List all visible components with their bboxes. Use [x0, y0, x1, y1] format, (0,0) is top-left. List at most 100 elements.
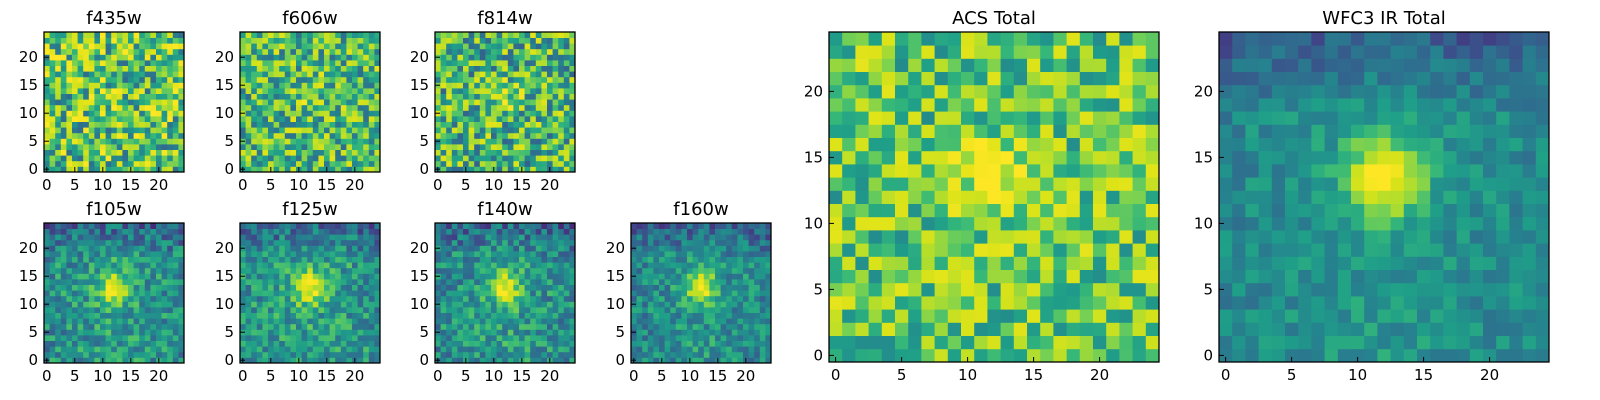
heatmap-cell: [150, 256, 157, 263]
heatmap-cell: [150, 93, 157, 100]
heatmap-cell: [535, 76, 542, 83]
heatmap-cell: [340, 239, 347, 246]
heatmap-cell: [636, 312, 643, 319]
heatmap-cell: [301, 318, 308, 325]
heatmap-cell: [513, 239, 520, 246]
heatmap-cell: [144, 295, 151, 302]
heatmap-cell: [357, 340, 364, 347]
heatmap-cell: [128, 110, 134, 117]
heatmap-cell: [156, 323, 162, 330]
heatmap-cell: [150, 273, 157, 280]
heatmap-cell: [558, 295, 565, 302]
heatmap-cell: [659, 245, 665, 252]
y-tick-label: 15: [410, 267, 429, 285]
heatmap-cell: [284, 323, 291, 330]
heatmap-cell: [558, 149, 565, 156]
heatmap-cell: [519, 121, 525, 128]
heatmap-cell: [111, 166, 118, 173]
heatmap-cell: [842, 137, 856, 152]
heatmap-cell: [60, 99, 67, 106]
heatmap-cell: [144, 93, 151, 100]
heatmap-cell: [66, 144, 73, 150]
heatmap-cell: [468, 234, 475, 241]
heatmap-cell: [1040, 230, 1054, 244]
y-tick-label: 20: [215, 48, 234, 66]
heatmap-cell: [670, 351, 677, 358]
heatmap-cell: [357, 65, 364, 72]
heatmap-cell: [479, 290, 486, 297]
heatmap-cell: [178, 267, 185, 274]
heatmap-cell: [100, 144, 106, 150]
heatmap-cell: [731, 323, 738, 330]
heatmap-cell: [468, 335, 475, 341]
heatmap-cell: [552, 166, 559, 173]
heatmap-cell: [55, 127, 62, 134]
heatmap-cell: [474, 329, 481, 336]
heatmap-cell: [552, 32, 559, 38]
heatmap-cell: [324, 239, 330, 246]
heatmap-cell: [457, 267, 464, 274]
heatmap-cell: [496, 166, 503, 173]
heatmap-cell: [122, 71, 129, 78]
heatmap-cell: [251, 93, 258, 100]
heatmap-cell: [307, 234, 314, 241]
heatmap-cell: [502, 234, 509, 241]
heatmap-cell: [156, 256, 162, 263]
heatmap-cell: [496, 351, 503, 358]
heatmap-cell: [829, 124, 843, 138]
heatmap-cell: [172, 104, 179, 111]
heatmap-cell: [335, 335, 342, 341]
heatmap-cell: [279, 251, 286, 257]
heatmap-cell: [726, 239, 733, 246]
heatmap-cell: [116, 43, 123, 50]
heatmap-cell: [77, 166, 84, 173]
heatmap-cell: [55, 65, 62, 72]
heatmap-cell: [279, 110, 286, 117]
heatmap-cell: [240, 251, 246, 257]
heatmap-cell: [474, 138, 481, 145]
heatmap-cell: [987, 230, 1001, 244]
heatmap-cell: [307, 121, 314, 128]
heatmap-cell: [307, 32, 314, 38]
heatmap-cell: [631, 290, 637, 297]
heatmap-cell: [156, 127, 162, 134]
heatmap-cell: [703, 284, 710, 291]
heatmap-cell: [451, 262, 458, 269]
heatmap-cell: [513, 54, 520, 61]
heatmap-cell: [340, 116, 347, 122]
heatmap-cell: [631, 279, 637, 285]
heatmap-cell: [296, 104, 302, 111]
heatmap-cell: [631, 284, 637, 291]
heatmap-cell: [513, 155, 520, 162]
heatmap-cell: [563, 76, 570, 83]
heatmap-cell: [262, 166, 269, 173]
heatmap-cell: [507, 295, 514, 302]
heatmap-cell: [374, 43, 381, 50]
heatmap-cell: [507, 155, 514, 162]
heatmap-cell: [55, 279, 62, 285]
heatmap-cell: [60, 71, 67, 78]
heatmap-cell: [100, 318, 106, 325]
heatmap-cell: [324, 312, 330, 319]
heatmap-cell: [49, 88, 56, 94]
heatmap-cell: [675, 340, 682, 347]
heatmap-cell: [318, 295, 325, 302]
heatmap-cell: [88, 318, 95, 325]
heatmap-cell: [66, 121, 73, 128]
heatmap-cell: [122, 245, 129, 252]
heatmap-cell: [535, 155, 542, 162]
heatmap-cell: [440, 251, 447, 257]
heatmap-cell: [279, 82, 286, 89]
heatmap-cell: [653, 295, 660, 302]
heatmap-cell: [256, 166, 263, 173]
heatmap-cell: [1145, 269, 1160, 284]
heatmap-cell: [167, 155, 174, 162]
heatmap-cell: [1066, 256, 1081, 270]
heatmap-cell: [474, 290, 481, 297]
heatmap-cell: [150, 116, 157, 122]
heatmap-cell: [479, 346, 486, 353]
heatmap-cell: [156, 223, 162, 229]
heatmap-cell: [829, 322, 843, 336]
heatmap-cell: [128, 60, 134, 66]
heatmap-cell: [440, 262, 447, 269]
